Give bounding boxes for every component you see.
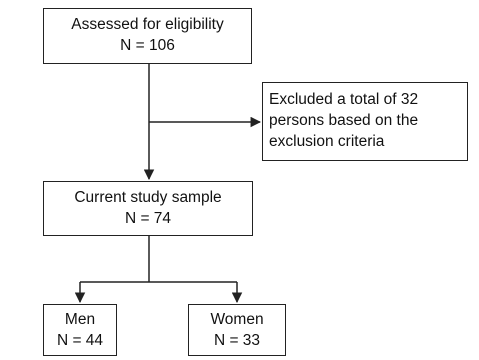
assessed-title: Assessed for eligibility [71,16,224,33]
study-sample-count: N = 74 [124,210,172,227]
study-sample-title: Current study sample [74,189,222,206]
women-box: Women N = 33 [188,304,286,356]
assessed-box: Assessed for eligibility N = 106 [43,8,252,64]
assessed-count: N = 106 [120,37,175,54]
excluded-line-1: Excluded a total of 32 [269,91,419,108]
women-count: N = 33 [213,332,261,349]
women-title: Women [210,311,264,328]
excluded-line-2: persons based on the [269,112,419,129]
men-title: Men [64,311,96,328]
men-box: Men N = 44 [43,304,117,356]
excluded-box: Excluded a total of 32 persons based on … [262,82,468,161]
men-count: N = 44 [56,332,104,349]
excluded-line-3: exclusion criteria [269,133,385,150]
study-sample-box: Current study sample N = 74 [43,181,253,236]
